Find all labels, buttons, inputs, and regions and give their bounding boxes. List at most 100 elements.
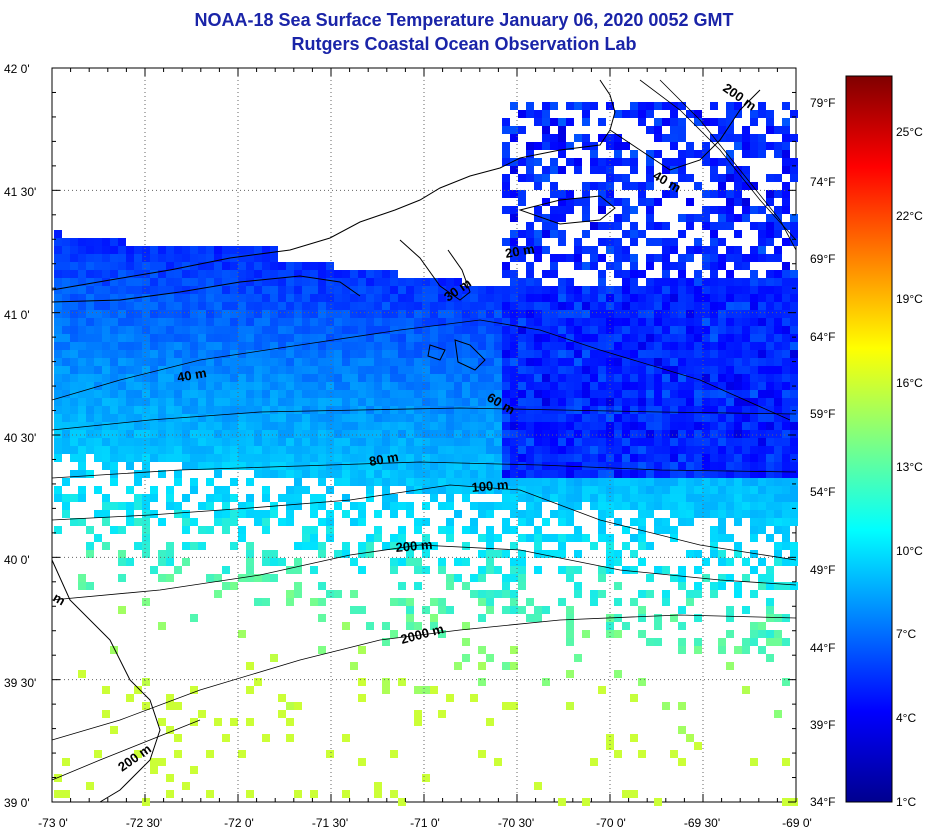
sst-cell bbox=[518, 350, 526, 358]
sst-cell bbox=[70, 382, 78, 390]
sst-cell bbox=[534, 206, 542, 214]
sst-cell bbox=[262, 422, 270, 430]
sst-cell bbox=[270, 350, 278, 358]
sst-cell bbox=[94, 414, 102, 422]
sst-cell bbox=[742, 326, 750, 334]
sst-cell bbox=[214, 454, 222, 462]
sst-cell bbox=[598, 278, 606, 286]
sst-cell bbox=[734, 318, 742, 326]
sst-cell bbox=[534, 494, 542, 502]
sst-cell bbox=[606, 478, 614, 486]
sst-cell bbox=[118, 254, 126, 262]
sst-cell bbox=[230, 398, 238, 406]
sst-cell bbox=[518, 278, 526, 286]
sst-cell bbox=[526, 510, 534, 518]
sst-cell bbox=[758, 326, 766, 334]
sst-cell bbox=[718, 390, 726, 398]
sst-cell bbox=[598, 382, 606, 390]
sst-cell bbox=[750, 454, 758, 462]
sst-cell bbox=[422, 550, 430, 558]
sst-cell bbox=[590, 286, 598, 294]
sst-cell bbox=[70, 494, 78, 502]
sst-cell bbox=[198, 390, 206, 398]
sst-cell bbox=[790, 230, 798, 238]
sst-cell bbox=[406, 510, 414, 518]
sst-cell bbox=[718, 454, 726, 462]
sst-cell bbox=[246, 542, 254, 550]
sst-cell bbox=[110, 526, 118, 534]
sst-cell bbox=[630, 430, 638, 438]
sst-cell bbox=[166, 702, 174, 710]
sst-cell bbox=[582, 358, 590, 366]
sst-cell bbox=[606, 734, 614, 742]
sst-cell bbox=[486, 438, 494, 446]
sst-cell bbox=[598, 302, 606, 310]
sst-cell bbox=[190, 478, 198, 486]
sst-cell bbox=[726, 422, 734, 430]
sst-cell bbox=[630, 470, 638, 478]
sst-cell bbox=[390, 422, 398, 430]
sst-cell bbox=[598, 398, 606, 406]
sst-cell bbox=[654, 150, 662, 158]
sst-cell bbox=[558, 230, 566, 238]
sst-cell bbox=[526, 438, 534, 446]
sst-cell bbox=[294, 502, 302, 510]
sst-cell bbox=[774, 150, 782, 158]
sst-cell bbox=[534, 422, 542, 430]
sst-cell bbox=[646, 398, 654, 406]
sst-cell bbox=[414, 686, 422, 694]
c-label-16: 16°C bbox=[896, 376, 923, 390]
sst-cell bbox=[166, 366, 174, 374]
sst-cell bbox=[302, 486, 310, 494]
sst-cell bbox=[718, 158, 726, 166]
sst-cell bbox=[174, 342, 182, 350]
sst-cell bbox=[694, 422, 702, 430]
sst-cell bbox=[622, 174, 630, 182]
sst-cell bbox=[78, 390, 86, 398]
sst-cell bbox=[750, 390, 758, 398]
sst-cell bbox=[342, 494, 350, 502]
sst-cell bbox=[734, 590, 742, 598]
sst-cell bbox=[558, 518, 566, 526]
sst-cell bbox=[678, 638, 686, 646]
sst-cell bbox=[606, 134, 614, 142]
sst-cell bbox=[462, 294, 470, 302]
sst-cell bbox=[518, 422, 526, 430]
sst-cell bbox=[686, 550, 694, 558]
c-label-10: 10°C bbox=[896, 544, 923, 558]
sst-cell bbox=[790, 454, 798, 462]
sst-cell bbox=[166, 790, 174, 798]
sst-cell bbox=[302, 326, 310, 334]
figure-title: NOAA-18 Sea Surface Temperature January … bbox=[194, 10, 734, 30]
sst-cell bbox=[358, 390, 366, 398]
sst-cell bbox=[78, 494, 86, 502]
sst-cell bbox=[150, 382, 158, 390]
sst-cell bbox=[790, 462, 798, 470]
sst-cell bbox=[734, 438, 742, 446]
sst-cell bbox=[686, 486, 694, 494]
sst-cell bbox=[238, 398, 246, 406]
sst-cell bbox=[366, 422, 374, 430]
sst-cell bbox=[478, 358, 486, 366]
sst-cell bbox=[318, 318, 326, 326]
sst-cell bbox=[590, 390, 598, 398]
sst-cell bbox=[318, 286, 326, 294]
sst-cell bbox=[774, 174, 782, 182]
sst-cell bbox=[238, 310, 246, 318]
sst-cell bbox=[142, 254, 150, 262]
sst-cell bbox=[606, 326, 614, 334]
sst-cell bbox=[758, 646, 766, 654]
sst-cell bbox=[438, 566, 446, 574]
sst-cell bbox=[382, 318, 390, 326]
sst-cell bbox=[294, 366, 302, 374]
sst-cell bbox=[702, 470, 710, 478]
sst-cell bbox=[230, 294, 238, 302]
sst-cell bbox=[750, 446, 758, 454]
sst-cell bbox=[614, 382, 622, 390]
sst-cell bbox=[710, 510, 718, 518]
sst-cell bbox=[726, 454, 734, 462]
sst-cell bbox=[550, 358, 558, 366]
sst-cell bbox=[678, 342, 686, 350]
sst-cell bbox=[702, 142, 710, 150]
sst-cell bbox=[94, 390, 102, 398]
